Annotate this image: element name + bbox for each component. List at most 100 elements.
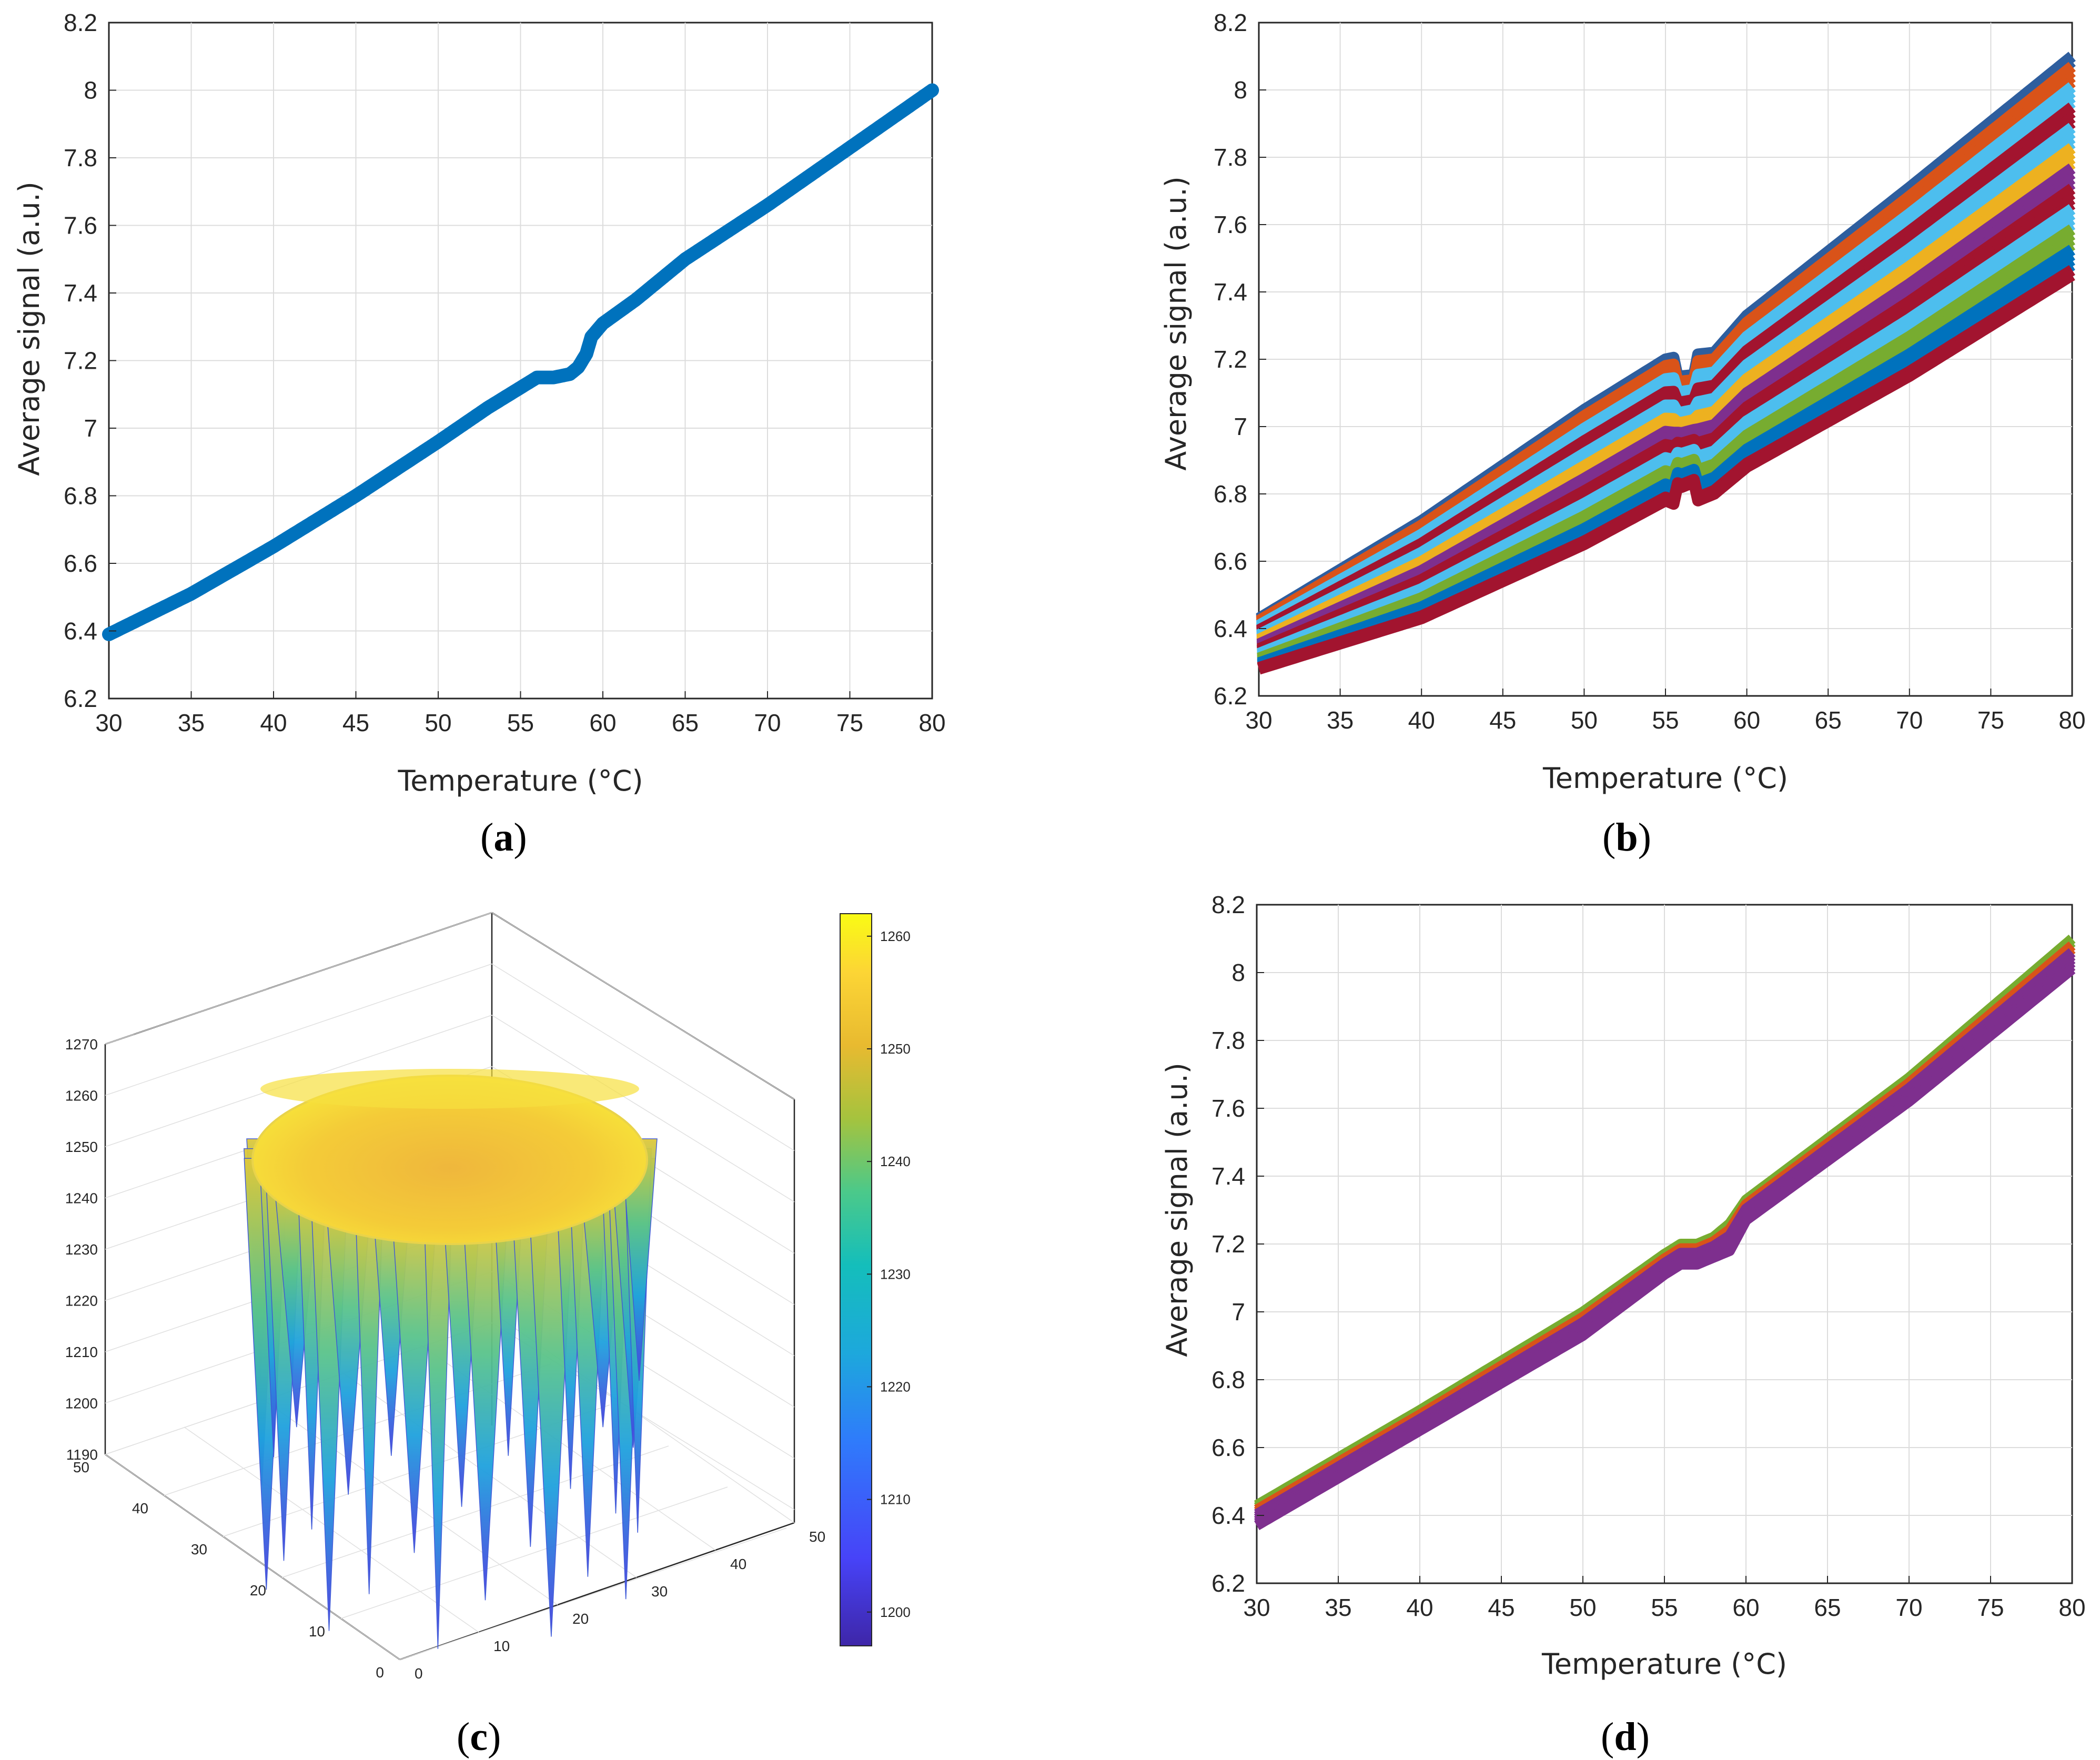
panel-label-d: (d) [1601,1715,1650,1759]
panel-c-chart: 1190 1200 1210 1220 1230 1240 1250 1260 1270 0 10… [65,912,911,1759]
y-tick-label: 7.2 [1214,346,1247,373]
y-tick-label: 7.4 [64,279,97,307]
x-tick-label: 0 [415,1665,423,1682]
y-tick-label: 10 [309,1623,325,1640]
x-ticks-b: 30 35 40 45 50 55 60 65 70 75 80 [1245,689,2086,734]
surface-spikes [244,1138,658,1649]
y-tick-label: 6.4 [1211,1502,1245,1529]
z-tick-label: 1220 [65,1293,98,1309]
z-gridline [491,963,795,1151]
x-axis-label-a: Temperature (°C) [397,764,643,797]
y-tick-label: 7.4 [1211,1162,1245,1190]
y-tick-label: 50 [73,1459,89,1475]
y-axis-label-d: Average signal (a.u.) [1160,1063,1194,1357]
x-tick-label: 50 [809,1529,825,1545]
y-axis-label-b: Average signal (a.u.) [1159,176,1193,471]
x-tick-label: 75 [836,709,863,736]
x-tick-label: 55 [1651,1594,1678,1621]
y-tick-label: 7.8 [1211,1027,1245,1054]
x-axis-label-d: Temperature (°C) [1541,1647,1787,1681]
x-tick-label: 30 [1245,706,1272,734]
y-axis-label-a: Average signal (a.u.) [13,181,46,476]
x-tick-label: 40 [730,1556,746,1572]
y-gridline [281,1445,669,1578]
y-tick-label: 6.2 [1211,1570,1245,1597]
x-tick-label: 75 [1977,1594,2004,1621]
y-tick-label: 6.6 [64,550,97,577]
y-ticks-d: 6.2 6.4 6.6 6.8 7 7.2 7.4 7.6 7.8 8 8.2 [1211,891,1264,1597]
colorbar-tick-label: 1260 [880,928,911,944]
panel-letter-c: c [470,1715,488,1759]
y-tick-label: 0 [376,1664,384,1681]
x-tick-label: 10 [493,1638,510,1654]
x-tick-label: 50 [1571,706,1598,734]
x-tick-label: 20 [572,1611,589,1627]
z-tick-label: 1230 [65,1241,98,1258]
y-tick-label: 8.2 [1214,9,1247,36]
z-gridline [105,963,492,1096]
panel-d-chart: 30 35 40 45 50 55 60 65 70 75 80 6.2 6.4 6.6 6.8 7 7.2 7… [1160,891,2086,1759]
z-tick-label: 1260 [65,1088,98,1104]
x-tick-label: 45 [1489,706,1516,734]
panel-letter-d: d [1614,1715,1636,1759]
z-tick-label: 1200 [65,1395,98,1412]
x-tick-label: 45 [342,709,369,736]
x-tick-label: 60 [1733,706,1760,734]
colorbar-tick-label: 1220 [880,1379,911,1394]
x-tick-label: 65 [1814,1594,1841,1621]
colorbar-tick-label: 1210 [880,1492,911,1508]
x-tick-label: 30 [651,1583,668,1600]
x-ticks-d: 30 35 40 45 50 55 60 65 70 75 80 [1243,1576,2086,1621]
z-tick-label: 1250 [65,1139,98,1155]
series-a [102,83,939,641]
y-tick-label: 7 [1234,413,1247,440]
y-tick-label: 7.2 [1211,1230,1245,1258]
y-tick-label: 8 [84,77,97,104]
surface-rim [260,1069,639,1109]
x-tick-label: 70 [1896,706,1923,734]
x-tick-label: 70 [754,709,781,736]
y-gridline [340,1486,728,1619]
y-ticks-b: 6.2 6.4 6.6 6.8 7 7.2 7.4 7.6 7.8 8 8.2 [1214,9,1266,710]
y-tick-label: 8 [1234,76,1247,104]
x-tick-label: 55 [507,709,534,736]
y-tick-label: 8.2 [1211,891,1245,918]
z-tick-label: 1210 [65,1344,98,1360]
x-tick-label: 35 [178,709,205,736]
y-tick-label: 7.6 [64,212,97,239]
panel-label-b: (b) [1602,815,1651,859]
y-tick-label: 8.2 [64,9,97,36]
y-ticks-c: 0 10 20 30 40 50 [73,1459,384,1681]
y-tick-label: 40 [132,1500,148,1516]
series-d [1254,934,2076,1530]
z-ticks-c: 1190 1200 1210 1220 1230 1240 1250 1260 1270 [65,1036,98,1463]
y-tick-label: 6.6 [1211,1434,1245,1461]
surface-c [244,1069,658,1649]
colorbar-tick-label: 1230 [880,1266,911,1282]
series-line [1254,965,2076,1530]
series-b [1256,52,2076,675]
panel-letter-a: a [493,815,513,859]
y-tick-label: 7.8 [64,144,97,171]
x-tick-label: 45 [1488,1594,1515,1621]
x-tick-label: 30 [1243,1594,1270,1621]
x-tick-label: 55 [1652,706,1679,734]
x-ticks-c: 0 10 20 30 40 50 [415,1529,825,1682]
y-tick-label: 7 [84,414,97,442]
series-line [102,83,939,641]
panel-a-chart: 30 35 40 45 50 55 60 65 70 75 80 6.2 6.4 6.6 6.8 7 7.2 7… [13,9,946,859]
y-tick-label: 6.4 [1214,615,1247,642]
y-tick-label: 6.2 [64,685,97,712]
x-tick-label: 65 [672,709,699,736]
colorbar-tick-label: 1250 [880,1041,911,1057]
x-tick-label: 60 [1732,1594,1759,1621]
y-tick-label: 6.2 [1214,682,1247,710]
x-gridline [105,1454,400,1660]
panel-label-a: (a) [480,815,527,859]
x-tick-label: 40 [260,709,287,736]
z-tick-label: 1270 [65,1036,98,1053]
y-tick-label: 6.4 [64,618,97,645]
colorbar [840,913,872,1646]
y-tick-label: 7.6 [1214,211,1247,238]
